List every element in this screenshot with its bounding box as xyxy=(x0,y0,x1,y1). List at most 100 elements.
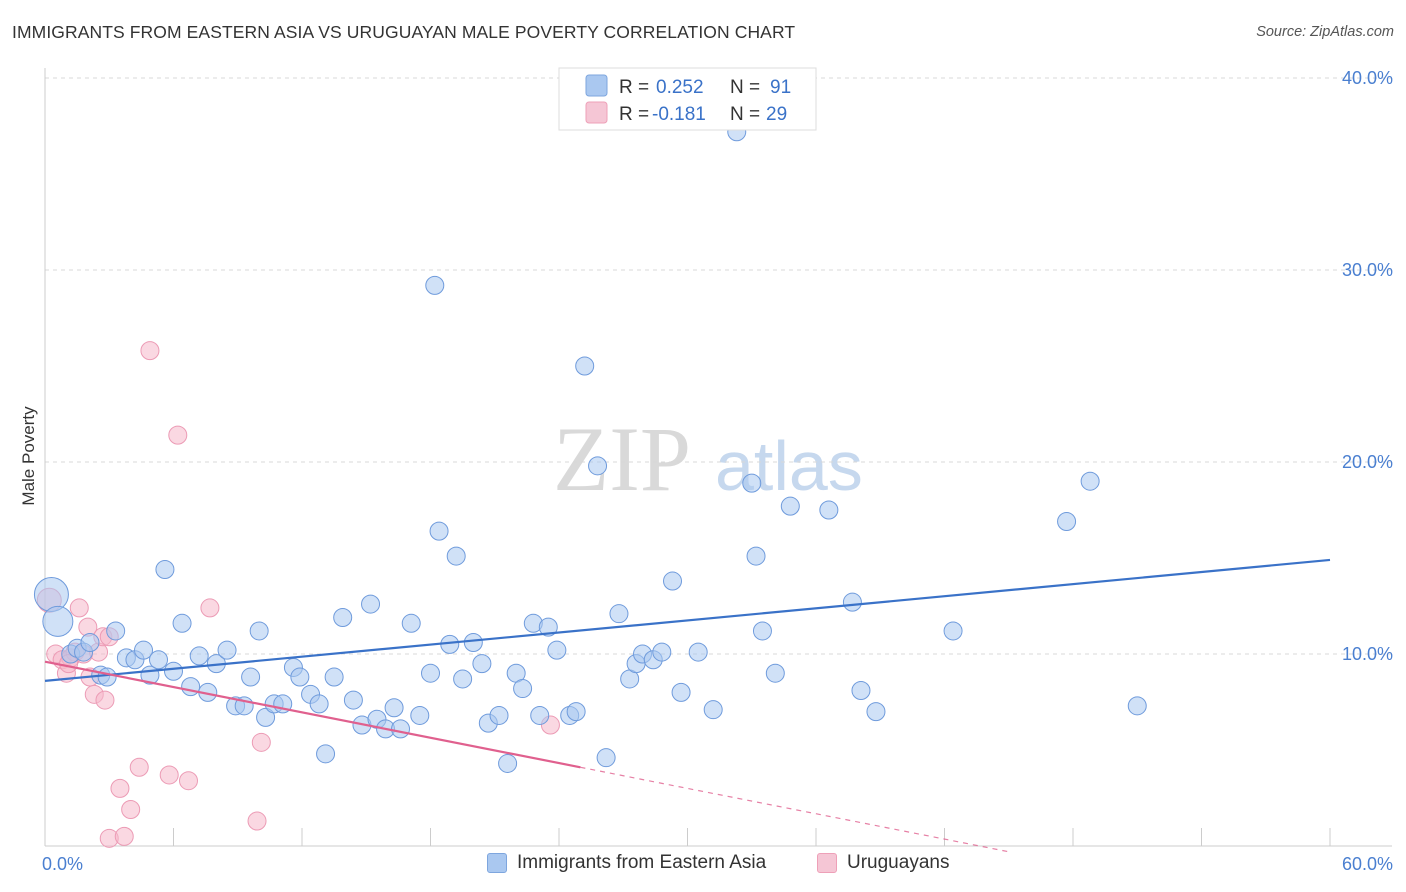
legend-r-value-blue: 0.252 xyxy=(656,77,704,98)
point-immigrants-71 xyxy=(652,642,672,662)
source-credit: Source: ZipAtlas.com xyxy=(1256,24,1394,40)
point-immigrants-75 xyxy=(703,700,723,720)
y-tick-label: 30.0% xyxy=(1342,260,1393,280)
watermark-zip: ZIP xyxy=(553,408,691,510)
point-immigrants-90 xyxy=(425,275,445,295)
point-immigrants-13 xyxy=(149,650,169,670)
watermark: ZIP atlas xyxy=(553,408,863,510)
point-immigrants-36 xyxy=(343,690,363,710)
point-immigrants-14 xyxy=(155,560,175,580)
point-immigrants-18 xyxy=(189,646,209,666)
point-uruguayans-21 xyxy=(159,765,179,785)
point-immigrants-89 xyxy=(1127,696,1147,716)
point-immigrants-83 xyxy=(842,592,862,612)
point-immigrants-73 xyxy=(671,682,691,702)
point-immigrants-49 xyxy=(453,669,473,689)
legend-n-label-blue: N = xyxy=(730,77,760,98)
point-immigrants-0 xyxy=(33,576,69,612)
trend-lines xyxy=(44,558,1331,853)
legend-label-uruguayans: Uruguayans xyxy=(847,852,950,873)
point-immigrants-54 xyxy=(498,753,518,773)
point-immigrants-81 xyxy=(780,496,800,516)
point-immigrants-80 xyxy=(765,663,785,683)
point-immigrants-59 xyxy=(538,617,558,637)
point-immigrants-26 xyxy=(256,707,276,727)
legend-n-value-pink: 29 xyxy=(766,104,787,125)
x-tick-labels: 0.0% 60.0% xyxy=(42,854,1393,874)
point-immigrants-33 xyxy=(316,744,336,764)
point-immigrants-38 xyxy=(361,594,381,614)
chart-title: IMMIGRANTS FROM EASTERN ASIA VS URUGUAYA… xyxy=(12,22,796,42)
point-uruguayans-20 xyxy=(140,341,160,361)
point-immigrants-60 xyxy=(547,640,567,660)
point-uruguayans-25 xyxy=(247,811,267,831)
point-immigrants-24 xyxy=(241,667,261,687)
watermark-atlas: atlas xyxy=(715,427,863,505)
trend-line-immigrants xyxy=(44,558,1331,682)
point-immigrants-35 xyxy=(333,608,353,628)
point-uruguayans-13 xyxy=(95,690,115,710)
point-uruguayans-17 xyxy=(114,826,134,846)
legend-label-immigrants: Immigrants from Eastern Asia xyxy=(517,852,767,873)
point-immigrants-8 xyxy=(106,621,126,641)
axes xyxy=(44,68,1392,847)
bottom-legend: Immigrants from Eastern Asia Uruguayans xyxy=(0,852,1406,878)
point-immigrants-88 xyxy=(1080,471,1100,491)
trend-line-uruguayans-extension xyxy=(580,766,1009,853)
point-immigrants-32 xyxy=(309,694,329,714)
x-tick-label-max: 60.0% xyxy=(1342,854,1393,874)
point-immigrants-62 xyxy=(566,702,586,722)
point-immigrants-82 xyxy=(819,500,839,520)
point-immigrants-7 xyxy=(97,667,117,687)
point-immigrants-15 xyxy=(164,661,183,681)
point-immigrants-86 xyxy=(943,621,963,641)
x-tick-label-min: 0.0% xyxy=(42,854,83,874)
point-immigrants-84 xyxy=(851,680,871,700)
point-immigrants-65 xyxy=(596,748,616,768)
point-immigrants-77 xyxy=(742,473,762,493)
point-immigrants-85 xyxy=(866,702,886,722)
point-uruguayans-6 xyxy=(69,598,89,618)
legend-n-label-pink: N = xyxy=(730,104,760,125)
point-immigrants-43 xyxy=(401,613,421,633)
y-tick-label: 10.0% xyxy=(1342,644,1393,664)
legend-item-immigrants[interactable]: Immigrants from Eastern Asia xyxy=(487,852,766,874)
point-uruguayans-23 xyxy=(178,771,198,791)
legend-r-label-blue: R = xyxy=(619,77,649,98)
point-immigrants-48 xyxy=(446,546,466,566)
legend-n-value-blue: 91 xyxy=(770,77,791,98)
y-tick-label: 40.0% xyxy=(1342,68,1393,88)
point-immigrants-72 xyxy=(663,571,683,591)
legend-swatch-immigrants xyxy=(487,853,507,873)
point-immigrants-74 xyxy=(688,642,708,662)
point-uruguayans-18 xyxy=(121,800,141,820)
point-uruguayans-26 xyxy=(251,732,271,752)
point-immigrants-30 xyxy=(290,667,310,687)
point-immigrants-34 xyxy=(324,667,344,687)
point-immigrants-63 xyxy=(575,356,595,376)
trend-line-uruguayans xyxy=(44,660,581,769)
point-immigrants-53 xyxy=(489,705,509,725)
point-immigrants-66 xyxy=(609,604,629,624)
point-immigrants-1 xyxy=(42,605,74,637)
legend-item-uruguayans[interactable]: Uruguayans xyxy=(817,852,949,874)
point-immigrants-16 xyxy=(172,613,192,633)
point-immigrants-5 xyxy=(80,632,100,652)
point-immigrants-25 xyxy=(249,621,269,641)
point-uruguayans-19 xyxy=(129,757,149,777)
gridlines xyxy=(45,77,1392,655)
point-immigrants-11 xyxy=(134,640,154,660)
point-immigrants-45 xyxy=(421,663,440,683)
point-immigrants-79 xyxy=(752,621,772,641)
legend-swatch-pink xyxy=(585,101,608,124)
point-immigrants-41 xyxy=(384,698,404,718)
legend-swatch-uruguayans xyxy=(817,853,837,873)
point-immigrants-56 xyxy=(513,679,533,699)
point-immigrants-50 xyxy=(463,632,483,652)
point-immigrants-78 xyxy=(746,546,766,566)
point-immigrants-64 xyxy=(588,456,608,476)
point-immigrants-42 xyxy=(391,719,411,739)
point-immigrants-46 xyxy=(429,521,449,541)
legend-r-label-pink: R = xyxy=(619,104,649,125)
